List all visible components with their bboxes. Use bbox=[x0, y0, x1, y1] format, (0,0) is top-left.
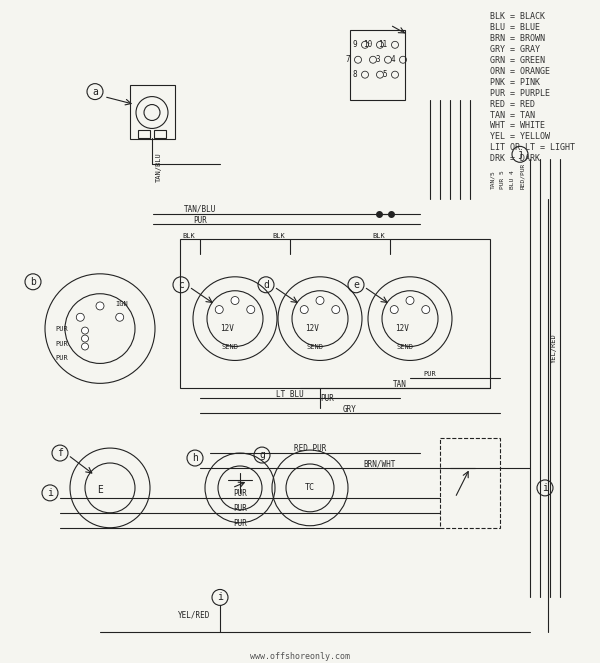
Text: g: g bbox=[259, 450, 265, 460]
Text: LIT OR LT = LIGHT: LIT OR LT = LIGHT bbox=[490, 143, 575, 152]
Text: BRN/WHT: BRN/WHT bbox=[364, 459, 396, 469]
Text: i: i bbox=[47, 488, 53, 498]
Bar bbox=[180, 239, 490, 389]
Circle shape bbox=[316, 296, 324, 304]
Text: BLU = BLUE: BLU = BLUE bbox=[490, 23, 540, 32]
Text: IGN: IGN bbox=[115, 301, 128, 307]
Text: a: a bbox=[92, 87, 98, 97]
Text: 12V: 12V bbox=[395, 324, 409, 333]
Text: RED PUR: RED PUR bbox=[294, 444, 326, 453]
Circle shape bbox=[116, 314, 124, 322]
Bar bbox=[350, 30, 405, 99]
Text: 12V: 12V bbox=[220, 324, 234, 333]
Text: DRK = DARK: DRK = DARK bbox=[490, 154, 540, 163]
Circle shape bbox=[82, 327, 89, 334]
Text: WHT = WHITE: WHT = WHITE bbox=[490, 121, 545, 131]
Text: PUR: PUR bbox=[55, 326, 68, 332]
Circle shape bbox=[247, 306, 255, 314]
Text: SEND: SEND bbox=[397, 343, 413, 349]
Text: 9: 9 bbox=[352, 40, 357, 49]
Text: BRN = BROWN: BRN = BROWN bbox=[490, 34, 545, 43]
Text: i: i bbox=[542, 483, 548, 493]
Text: SEND: SEND bbox=[221, 343, 239, 349]
Bar bbox=[440, 438, 500, 528]
Text: YEL/RED: YEL/RED bbox=[551, 333, 557, 363]
Text: PUR = PURPLE: PUR = PURPLE bbox=[490, 89, 550, 97]
Text: PUR: PUR bbox=[55, 355, 68, 361]
Circle shape bbox=[82, 343, 89, 350]
Text: f: f bbox=[57, 448, 63, 458]
Circle shape bbox=[82, 335, 89, 342]
Text: SEND: SEND bbox=[307, 343, 323, 349]
Text: TC: TC bbox=[305, 483, 315, 493]
Circle shape bbox=[300, 306, 308, 314]
Text: h: h bbox=[192, 453, 198, 463]
Text: LT BLU: LT BLU bbox=[276, 390, 304, 399]
Text: i: i bbox=[217, 593, 223, 603]
Text: TAN/BLU: TAN/BLU bbox=[184, 205, 216, 213]
Text: 12V: 12V bbox=[305, 324, 319, 333]
Bar bbox=[154, 131, 166, 139]
Text: BLU 4: BLU 4 bbox=[510, 170, 515, 189]
Text: b: b bbox=[30, 276, 36, 287]
Text: GRN = GREEN: GRN = GREEN bbox=[490, 56, 545, 65]
Text: TAN/5: TAN/5 bbox=[490, 170, 495, 189]
Text: RED/PUR: RED/PUR bbox=[520, 163, 525, 189]
Text: 10: 10 bbox=[363, 40, 372, 49]
Text: PUR: PUR bbox=[233, 505, 247, 513]
Circle shape bbox=[96, 302, 104, 310]
Text: d: d bbox=[263, 280, 269, 290]
Text: PUR: PUR bbox=[193, 215, 207, 225]
Circle shape bbox=[215, 306, 223, 314]
Text: GRY: GRY bbox=[343, 404, 357, 414]
Circle shape bbox=[390, 306, 398, 314]
Text: PUR: PUR bbox=[233, 519, 247, 528]
Text: TAN: TAN bbox=[393, 380, 407, 389]
Text: ORN = ORANGE: ORN = ORANGE bbox=[490, 67, 550, 76]
Text: c: c bbox=[178, 280, 184, 290]
Text: PNK = PINK: PNK = PINK bbox=[490, 78, 540, 87]
Text: BLK: BLK bbox=[272, 233, 285, 239]
Bar bbox=[138, 131, 150, 139]
Circle shape bbox=[231, 296, 239, 304]
Text: PUR 5: PUR 5 bbox=[500, 170, 505, 189]
Circle shape bbox=[332, 306, 340, 314]
Text: PUR: PUR bbox=[320, 394, 334, 403]
Circle shape bbox=[406, 296, 414, 304]
Text: PUR: PUR bbox=[233, 489, 247, 499]
Bar bbox=[130, 85, 175, 139]
Circle shape bbox=[422, 306, 430, 314]
Text: YEL/RED: YEL/RED bbox=[178, 611, 210, 620]
Text: BLK: BLK bbox=[182, 233, 195, 239]
Text: BLK: BLK bbox=[372, 233, 385, 239]
Text: E: E bbox=[97, 485, 103, 495]
Text: RED = RED: RED = RED bbox=[490, 99, 535, 109]
Text: GRY = GRAY: GRY = GRAY bbox=[490, 45, 540, 54]
Text: PUR: PUR bbox=[55, 341, 68, 347]
Text: 11: 11 bbox=[378, 40, 387, 49]
Text: YEL = YELLOW: YEL = YELLOW bbox=[490, 133, 550, 141]
Text: TAN/BLU: TAN/BLU bbox=[156, 152, 162, 182]
Text: 8: 8 bbox=[352, 70, 357, 79]
Text: BLK = BLACK: BLK = BLACK bbox=[490, 12, 545, 21]
Circle shape bbox=[76, 314, 84, 322]
Text: PUR: PUR bbox=[424, 371, 436, 377]
Text: e: e bbox=[353, 280, 359, 290]
Text: 5: 5 bbox=[382, 70, 387, 79]
Text: j: j bbox=[517, 149, 523, 159]
Text: 3: 3 bbox=[376, 55, 380, 64]
Text: TAN = TAN: TAN = TAN bbox=[490, 111, 535, 119]
Text: 4: 4 bbox=[391, 55, 395, 64]
Text: www.offshoreonly.com: www.offshoreonly.com bbox=[250, 652, 350, 661]
Text: 7: 7 bbox=[346, 55, 350, 64]
